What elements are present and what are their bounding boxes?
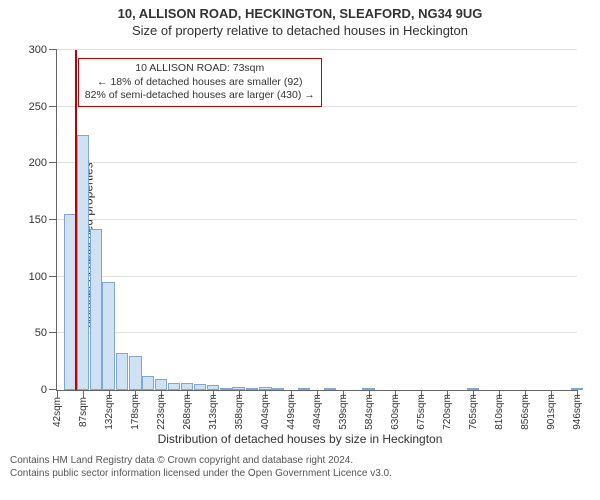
x-tick-label: 856sqm (520, 394, 531, 430)
footer-attribution: Contains HM Land Registry data © Crown c… (0, 450, 600, 480)
histogram-bar (220, 388, 233, 390)
footer-line-2: Contains public sector information licen… (10, 467, 590, 480)
subject-marker-line (75, 50, 77, 390)
y-tick-label: 200 (29, 157, 47, 169)
y-tick-label: 300 (29, 44, 47, 56)
chart-container: Number of detached properties 0501001502… (0, 40, 600, 450)
y-tick (49, 389, 57, 390)
x-tick-label: 178sqm (130, 394, 141, 430)
histogram-bar (181, 383, 194, 390)
annotation-line-2: ← 18% of detached houses are smaller (92… (85, 76, 315, 90)
x-tick-label: 901sqm (546, 394, 557, 430)
annotation-box: 10 ALLISON ROAD: 73sqm ← 18% of detached… (78, 58, 322, 107)
gridline (57, 219, 577, 220)
x-axis-label: Distribution of detached houses by size … (0, 432, 600, 446)
gridline (57, 162, 577, 163)
histogram-bar (129, 356, 142, 390)
x-tick-label: 42sqm (52, 397, 63, 427)
gridline (57, 276, 577, 277)
x-tick-label: 87sqm (78, 397, 89, 427)
annotation-line-1: 10 ALLISON ROAD: 73sqm (85, 62, 315, 76)
plot-area: 05010015020025030042sqm87sqm132sqm178sqm… (56, 50, 577, 391)
gridline (57, 332, 577, 333)
histogram-bar (272, 388, 285, 390)
histogram-bar (155, 379, 168, 390)
annotation-line-3: 82% of semi-detached houses are larger (… (85, 89, 315, 103)
histogram-bar (77, 135, 90, 390)
x-tick-label: 268sqm (182, 394, 193, 430)
x-tick-label: 720sqm (442, 394, 453, 430)
y-tick (49, 332, 57, 333)
histogram-bar (142, 376, 155, 390)
x-tick-label: 810sqm (494, 394, 505, 430)
x-tick-label: 946sqm (572, 394, 583, 430)
x-tick-label: 630sqm (390, 394, 401, 430)
page-title-address: 10, ALLISON ROAD, HECKINGTON, SLEAFORD, … (0, 0, 600, 21)
y-tick-label: 0 (41, 384, 47, 396)
x-tick-label: 765sqm (468, 394, 479, 430)
x-tick-label: 584sqm (364, 394, 375, 430)
histogram-bar (246, 388, 259, 390)
footer-line-1: Contains HM Land Registry data © Crown c… (10, 454, 590, 467)
page-subtitle: Size of property relative to detached ho… (0, 21, 600, 40)
x-tick-label: 449sqm (286, 394, 297, 430)
y-tick (49, 219, 57, 220)
histogram-bar (168, 383, 181, 390)
x-tick-label: 404sqm (260, 394, 271, 430)
histogram-bar (90, 229, 103, 390)
x-tick-label: 313sqm (208, 394, 219, 430)
y-tick (49, 106, 57, 107)
x-tick-label: 675sqm (416, 394, 427, 430)
histogram-bar (116, 353, 129, 390)
gridline (57, 49, 577, 50)
y-tick (49, 276, 57, 277)
y-tick (49, 49, 57, 50)
y-tick-label: 250 (29, 101, 47, 113)
x-tick-label: 132sqm (104, 394, 115, 430)
histogram-bar (194, 384, 207, 390)
histogram-bar (324, 388, 337, 390)
y-tick-label: 50 (35, 327, 47, 339)
y-tick-label: 150 (29, 214, 47, 226)
histogram-bar (102, 282, 115, 390)
x-tick-label: 494sqm (312, 394, 323, 430)
y-tick (49, 162, 57, 163)
x-tick-label: 223sqm (156, 394, 167, 430)
y-tick-label: 100 (29, 271, 47, 283)
x-tick-label: 539sqm (338, 394, 349, 430)
histogram-bar (298, 388, 311, 390)
x-tick-label: 358sqm (234, 394, 245, 430)
